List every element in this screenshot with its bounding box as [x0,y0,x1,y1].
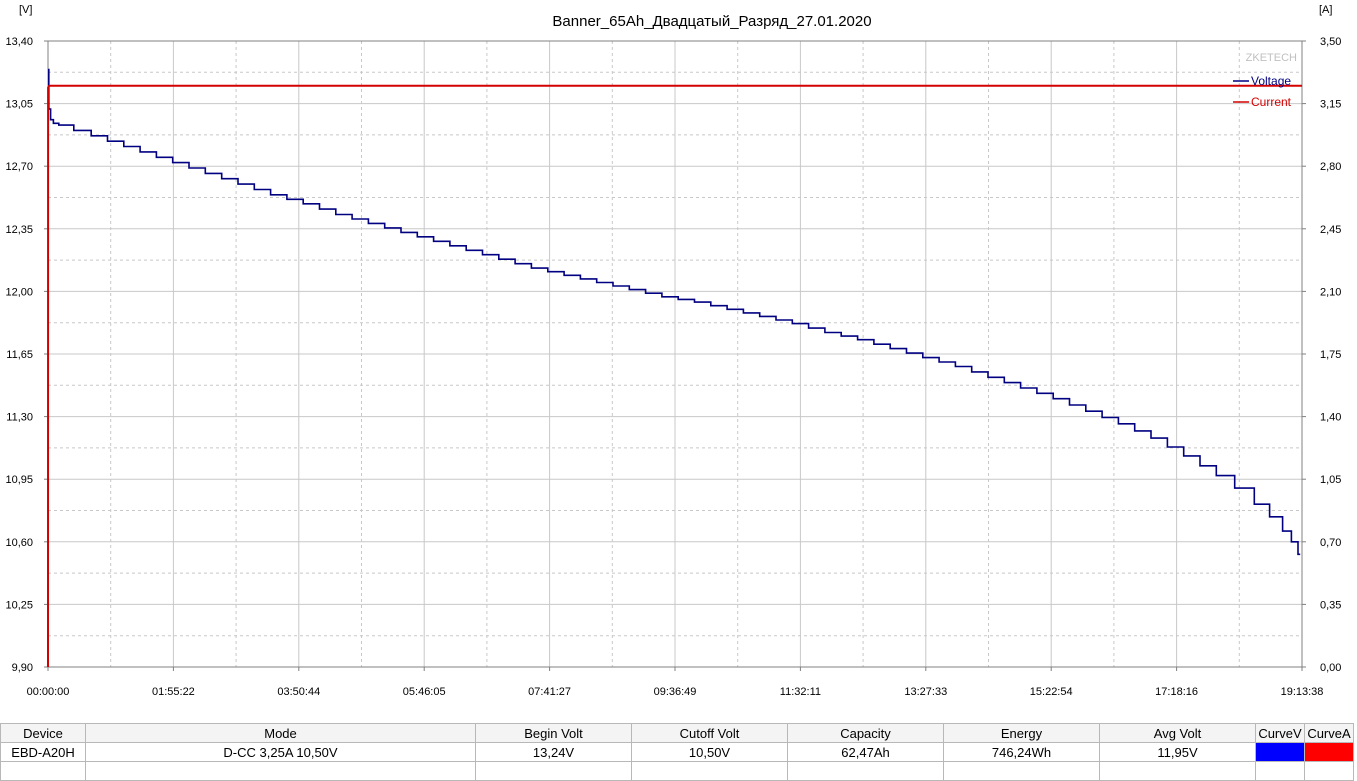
x-tick-label: 09:36:49 [654,686,697,698]
y-right-unit-label: [A] [1319,4,1332,16]
curve-v-color-swatch[interactable] [1255,742,1305,762]
x-tick-label: 03:50:44 [277,686,320,698]
discharge-chart: 13,40 13,05 12,70 12,35 12,00 11,65 11,30 10,95… [5,4,1341,698]
watermark: ZKETECH [1246,52,1297,64]
series-line-voltage [48,68,1301,556]
y-right-tick-label: 0,00 [1320,662,1341,674]
curve-a-color-swatch[interactable] [1304,742,1354,762]
y-left-unit-label: [V] [19,4,32,16]
y-right-tick-label: 2,10 [1320,286,1341,298]
y-left-tick-label: 12,00 [5,286,33,298]
y-left-tick-label: 12,35 [5,224,33,236]
header-capacity: Capacity [787,723,944,743]
x-tick-label: 13:27:33 [904,686,947,698]
y-right-tick-label: 1,75 [1320,349,1341,361]
y-right-tick-label: 2,45 [1320,224,1341,236]
y-left-tick-label: 10,25 [5,599,33,611]
header-curve-v: CurveV [1255,723,1305,743]
header-cutoff-volt: Cutoff Volt [631,723,788,743]
cell-begin-volt: 13,24V [475,742,632,762]
y-right-tick-label: 2,80 [1320,161,1341,173]
series-line-current [47,84,1302,668]
x-tick-label: 01:55:22 [152,686,195,698]
y-right-tick-label: 1,05 [1320,474,1341,486]
y-left-tick-label: 9,90 [12,662,33,674]
header-begin-volt: Begin Volt [475,723,632,743]
header-avg-volt: Avg Volt [1099,723,1256,743]
x-tick-label: 15:22:54 [1030,686,1073,698]
y-left-tick-label: 13,05 [5,99,33,111]
y-right-tick-label: 1,40 [1320,412,1341,424]
header-mode: Mode [85,723,476,743]
cell-device: EBD-A20H [0,742,86,762]
y-right-tick-label: 0,70 [1320,537,1341,549]
cell-energy: 746,24Wh [943,742,1100,762]
y-left-tick-label: 12,70 [5,161,33,173]
y-left-tick-label: 11,65 [6,349,33,361]
cell-avg-volt: 11,95V [1099,742,1256,762]
legend-label-voltage: Voltage [1251,74,1291,88]
x-tick-label: 19:13:38 [1281,686,1324,698]
header-energy: Energy [943,723,1100,743]
y-right-tick-label: 0,35 [1320,599,1341,611]
cell-cutoff-volt: 10,50V [631,742,788,762]
x-tick-label: 11:32:11 [780,686,821,698]
y-left-tick-label: 10,95 [5,474,33,486]
y-left-tick-label: 11,30 [6,412,33,424]
y-left-tick-label: 10,60 [5,537,33,549]
chart-title: Banner_65Ah_Двадцатый_Разряд_27.01.2020 [552,13,871,30]
y-left-tick-label: 13,40 [5,36,33,48]
table-empty-row [0,761,1354,781]
cell-mode: D-CC 3,25A 10,50V [85,742,476,762]
y-right-tick-label: 3,15 [1320,99,1341,111]
header-curve-a: CurveA [1304,723,1354,743]
legend-label-current: Current [1251,95,1292,109]
cell-capacity: 62,47Ah [787,742,944,762]
x-tick-label: 17:18:16 [1155,686,1198,698]
table-header-row: Device Mode Begin Volt Cutoff Volt Capac… [0,723,1354,743]
x-tick-label: 00:00:00 [27,686,70,698]
y-right-tick-label: 3,50 [1320,36,1341,48]
table-row[interactable]: EBD-A20H D-CC 3,25A 10,50V 13,24V 10,50V… [0,742,1354,762]
x-tick-label: 07:41:27 [528,686,571,698]
header-device: Device [0,723,86,743]
summary-table: Device Mode Begin Volt Cutoff Volt Capac… [0,723,1354,781]
x-tick-label: 05:46:05 [403,686,446,698]
